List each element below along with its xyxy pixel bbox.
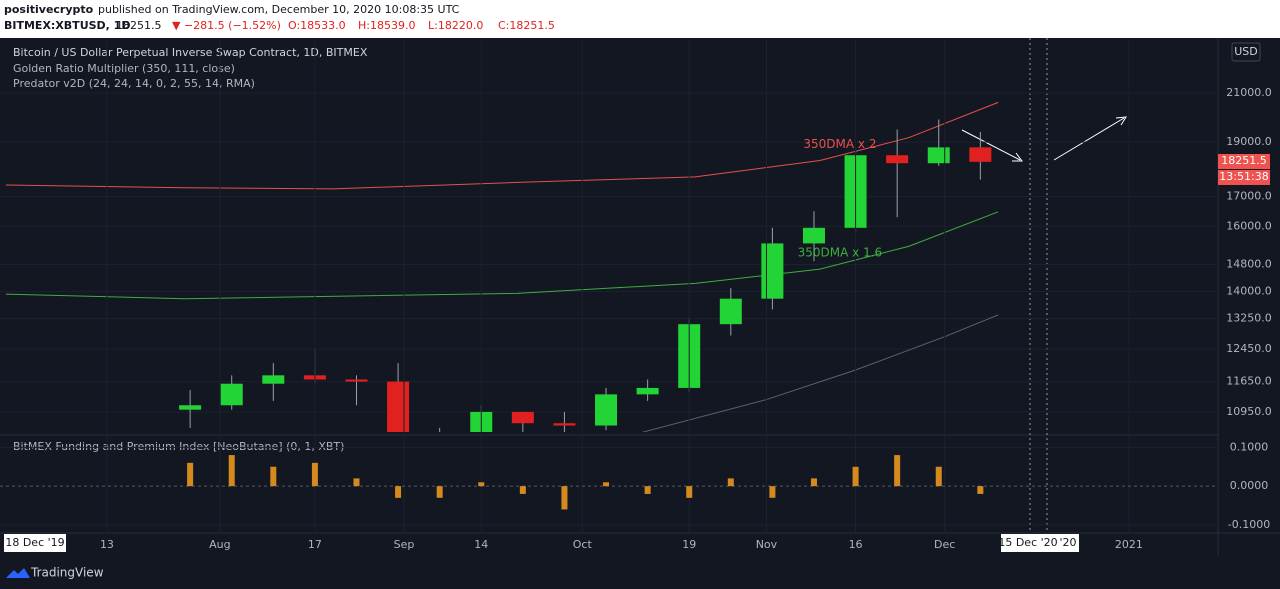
- candle-body: [262, 375, 285, 384]
- symbol: BITMEX:XBTUSD, 1D: [4, 19, 130, 32]
- bar: [519, 486, 526, 494]
- indicator-label: Golden Ratio Multiplier (350, 111, close…: [13, 62, 235, 75]
- y-tick-label: 16000.0: [1226, 219, 1272, 232]
- y-tick-label: 11650.0: [1226, 375, 1272, 388]
- bar: [769, 486, 776, 498]
- arrow-head: [1012, 152, 1023, 162]
- candle-body: [802, 227, 825, 244]
- candle-body: [511, 411, 534, 424]
- bar: [353, 478, 360, 487]
- last: 18251.5: [116, 19, 162, 32]
- x-tick-label: Nov: [756, 538, 778, 551]
- bar: [395, 486, 402, 498]
- change: ▼ −281.5 (−1.52%): [172, 19, 281, 32]
- y-tick-label: 14800.0: [1226, 257, 1272, 270]
- candle-body: [969, 147, 992, 162]
- logo: [6, 568, 30, 578]
- indicator-label: Predator v2D (24, 24, 14, 0, 2, 55, 14, …: [13, 77, 255, 90]
- bar: [270, 466, 277, 487]
- bar: [228, 455, 235, 487]
- x-tick-label: Aug: [209, 538, 230, 551]
- ohlc-high: H:18539.0: [358, 19, 415, 32]
- pane-title: BitMEX Funding and Premium Index [NeoBut…: [13, 440, 344, 453]
- candle-body: [636, 387, 659, 395]
- clipped-date: '20: [1059, 536, 1076, 549]
- cursor-date: 15 Dec '20: [998, 536, 1057, 549]
- x-tick-label: Dec: [934, 538, 955, 551]
- x-tick-label: 17: [308, 538, 322, 551]
- published: published on TradingView.com, December 1…: [98, 3, 460, 16]
- plot: [0, 446, 1218, 526]
- date-box: [1001, 534, 1079, 552]
- chart-title: Bitcoin / US Dollar Perpetual Inverse Sw…: [13, 46, 368, 59]
- bar: [977, 486, 984, 494]
- bar: [311, 462, 318, 487]
- plot: [0, 92, 1218, 441]
- x-tick-label: 19: [682, 538, 696, 551]
- arrow-head: [1115, 116, 1127, 126]
- price-label-box: [1218, 154, 1270, 169]
- bar: [852, 466, 859, 487]
- ohlc-low: L:18220.0: [428, 19, 483, 32]
- brand: TradingView: [30, 566, 104, 580]
- y-tick-label: 17000.0: [1226, 190, 1272, 203]
- candle-body: [179, 405, 202, 410]
- y-tick-label: 13250.0: [1226, 312, 1272, 325]
- bar: [478, 482, 485, 487]
- bar: [187, 462, 194, 487]
- ohlc-open: O:18533.0: [288, 19, 346, 32]
- currency-button[interactable]: [1231, 42, 1261, 62]
- y-tick-label: 19000.0: [1226, 135, 1272, 148]
- bar: [894, 455, 901, 487]
- arrow: [961, 129, 1021, 161]
- arrow: [1053, 117, 1125, 161]
- bar: [686, 486, 693, 498]
- bar: [561, 486, 568, 510]
- y-tick-label: 12450.0: [1226, 342, 1272, 355]
- bar: [935, 466, 942, 487]
- x-tick-label: 2021: [1115, 538, 1143, 551]
- line-series: [5, 101, 999, 190]
- x-tick-label: 16: [849, 538, 863, 551]
- x-tick-label: 14: [474, 538, 488, 551]
- y-tick-label: 0.1000: [1230, 440, 1269, 453]
- y-tick-label: 10950.0: [1226, 405, 1272, 418]
- candle-body: [927, 147, 950, 164]
- bar: [810, 478, 817, 487]
- candle-body: [595, 394, 618, 426]
- bar: [644, 486, 651, 494]
- bar: [436, 486, 443, 498]
- candle-body: [553, 423, 576, 426]
- ohlc-close: C:18251.5: [498, 19, 555, 32]
- candle-body: [387, 381, 410, 432]
- author: positivecrypto: [4, 3, 94, 16]
- date-box: [4, 534, 66, 552]
- bar: [603, 482, 610, 487]
- countdown-box: [1218, 170, 1270, 185]
- last-price: 18251.5: [1221, 154, 1267, 167]
- header-bar: [0, 0, 1280, 38]
- x-tick-label: Oct: [573, 538, 593, 551]
- line-label: 350DMA x 1.6: [798, 246, 883, 260]
- y-tick-label: -0.1000: [1228, 518, 1270, 531]
- start-date: 18 Dec '19: [5, 536, 64, 549]
- y-tick-label: 21000.0: [1226, 86, 1272, 99]
- countdown: 13:51:38: [1219, 170, 1268, 183]
- candle-body: [719, 298, 742, 325]
- y-tick-label: 0.0000: [1230, 479, 1269, 492]
- candle-body: [345, 379, 368, 382]
- candle-body: [220, 383, 243, 406]
- candle-body: [429, 432, 451, 441]
- candle-body: [886, 155, 909, 164]
- line-label: 350DMA x 2: [803, 137, 876, 151]
- bar: [727, 478, 734, 487]
- currency[interactable]: USD: [1234, 45, 1258, 58]
- y-tick-label: 14000.0: [1226, 285, 1272, 298]
- candle-body: [761, 243, 784, 299]
- x-tick-label: Sep: [394, 538, 415, 551]
- x-tick-label: 13: [100, 538, 114, 551]
- line-series: [5, 211, 999, 300]
